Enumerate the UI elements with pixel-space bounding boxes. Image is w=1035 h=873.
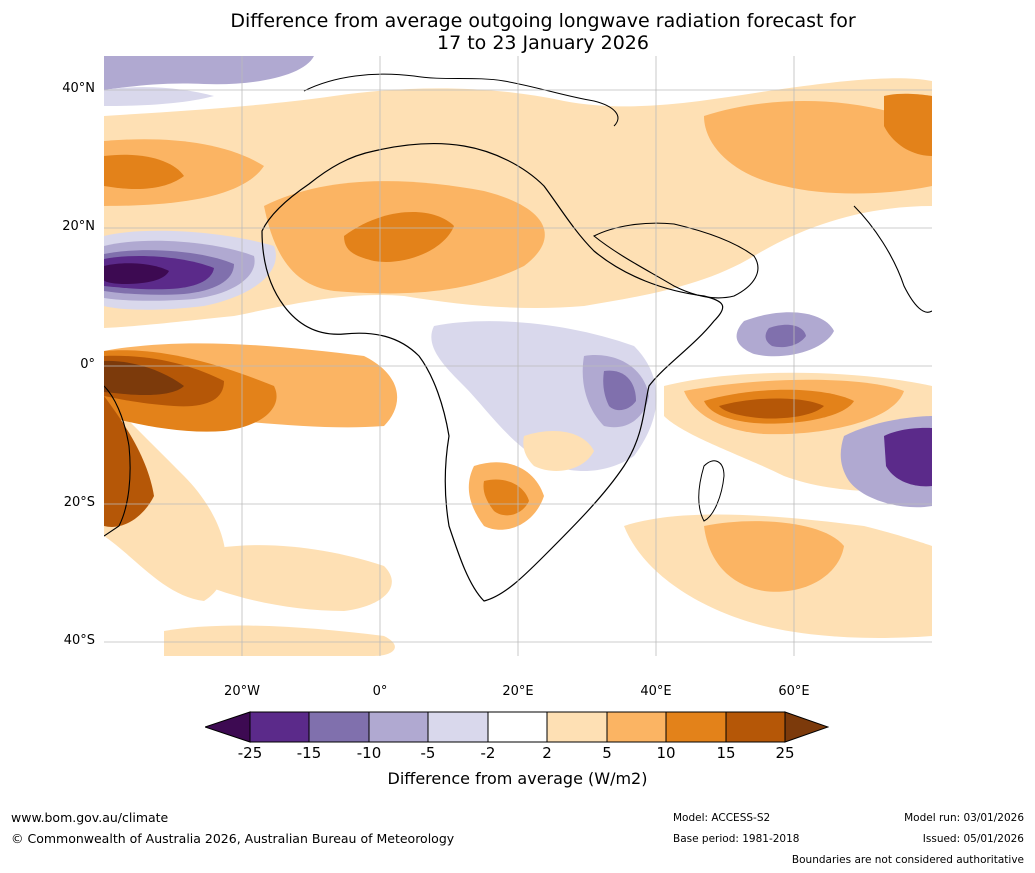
lat-label-40s: 40°S	[63, 633, 95, 648]
lon-label-20w: 20°W	[224, 684, 260, 699]
lat-label-0: 0°	[80, 357, 95, 372]
colorbar-tick-4: -5	[420, 744, 436, 762]
lat-label-40n: 40°N	[62, 81, 95, 96]
colorbar-tick-10: 25	[775, 744, 795, 762]
lon-label-40e: 40°E	[640, 684, 672, 699]
colorbar-tick-6: 2	[542, 744, 552, 762]
map-svg	[103, 56, 933, 656]
lat-label-20s: 20°S	[63, 495, 95, 510]
colorbar-high-extend	[784, 711, 829, 743]
map-title: Difference from average outgoing longwav…	[0, 10, 1035, 54]
colorbar-low-extend	[205, 711, 251, 743]
colorbar-bin-3	[368, 711, 429, 743]
footer-issued: Issued: 05/01/2026	[922, 833, 1024, 845]
title-line-2: 17 to 23 January 2026	[437, 32, 649, 54]
colorbar-bin-2	[308, 711, 370, 743]
footer-model-run: Model run: 03/01/2026	[904, 812, 1024, 824]
colorbar-bin-5	[487, 711, 548, 743]
footer-website: www.bom.gov.au/climate	[11, 810, 169, 825]
colorbar-tick-8: 10	[656, 744, 676, 762]
lat-label-20n: 20°N	[62, 219, 95, 234]
colorbar-bin-4	[427, 711, 489, 743]
colorbar-tick-9: 15	[716, 744, 736, 762]
colorbar-tick-3: -10	[356, 744, 382, 762]
colorbar-tick-2: -15	[296, 744, 322, 762]
footer-disclaimer: Boundaries are not considered authoritat…	[791, 854, 1024, 866]
colorbar-bin-9	[725, 711, 786, 743]
colorbar-tick-5: -2	[480, 744, 496, 762]
graticule	[104, 56, 932, 656]
olr-anomaly-map	[103, 56, 933, 656]
lon-label-60e: 60°E	[778, 684, 810, 699]
footer-copyright: © Commonwealth of Australia 2026, Austra…	[11, 831, 455, 846]
lon-label-20e: 20°E	[502, 684, 534, 699]
colorbar-tick-1: -25	[237, 744, 263, 762]
colorbar-bin-1	[249, 711, 310, 743]
lon-label-0: 0°	[372, 684, 388, 699]
footer-model: Model: ACCESS-S2	[673, 812, 771, 824]
colorbar	[205, 711, 829, 743]
colorbar-bin-6	[546, 711, 608, 743]
colorbar-bin-8	[665, 711, 727, 743]
title-line-1: Difference from average outgoing longwav…	[230, 10, 856, 32]
colorbar-bin-7	[606, 711, 667, 743]
colorbar-tick-7: 5	[602, 744, 612, 762]
colorbar-title: Difference from average (W/m2)	[387, 769, 648, 788]
footer-base-period: Base period: 1981-2018	[673, 833, 800, 845]
